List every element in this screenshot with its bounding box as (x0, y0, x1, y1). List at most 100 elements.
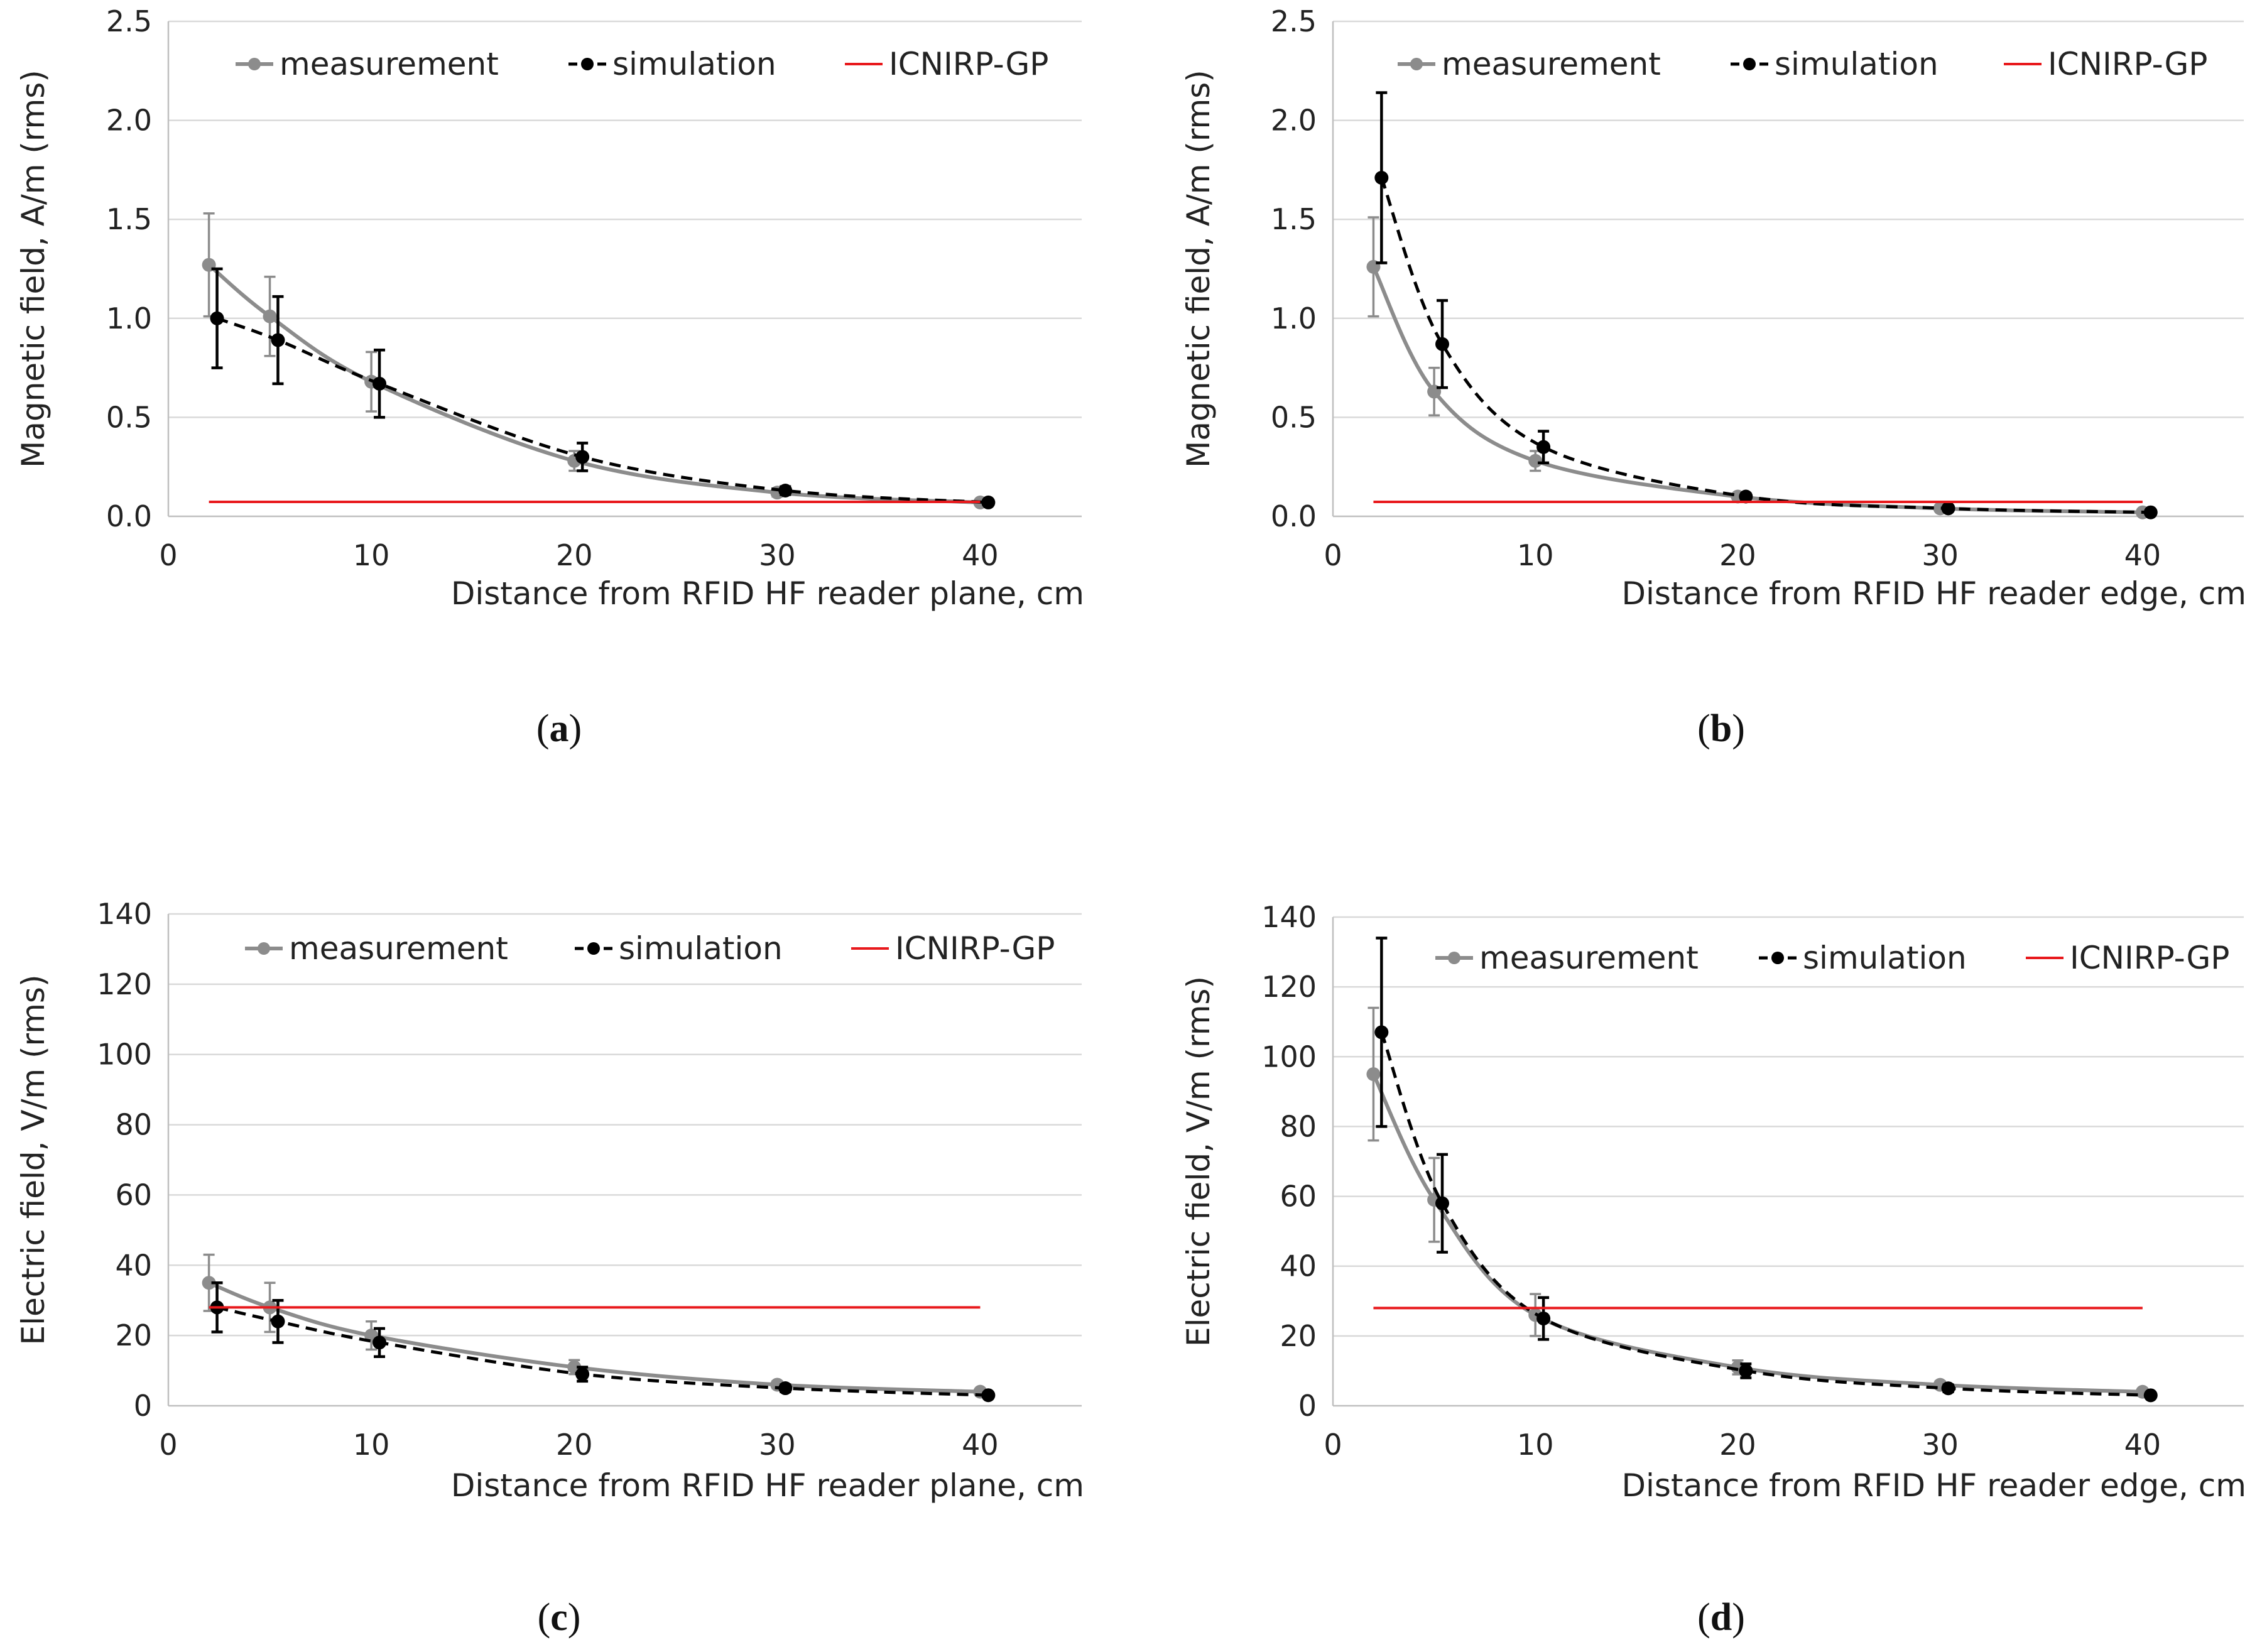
y-tick-label: 0.0 (106, 499, 152, 533)
data-point-simulation (1739, 489, 1753, 504)
y-tick-label: 120 (1261, 970, 1317, 1004)
chart-panel-d: 0 20 40 60 80 100 120 140 0 10 20 30 40 Distance from… (1180, 900, 2246, 1639)
y-axis-title: Electric field, V/m (rms) (1180, 976, 1217, 1347)
x-tick-label: 30 (1922, 538, 1959, 572)
y-tick-label: 20 (115, 1318, 152, 1352)
x-tick-label: 20 (1719, 538, 1756, 572)
panel-label: (c) (538, 1596, 581, 1639)
data-point-simulation (981, 495, 996, 509)
data-point-simulation (2143, 1388, 2158, 1403)
data-point-simulation (1739, 1364, 1753, 1378)
series-simulation (1374, 937, 2158, 1403)
data-point-simulation (372, 376, 387, 391)
legend-label-simulation: simulation (612, 46, 776, 82)
x-tick-label: 40 (2124, 1428, 2161, 1462)
series-line-measurement (1371, 266, 2143, 514)
y-tick-label: 60 (1280, 1180, 1317, 1214)
data-point-simulation (1435, 1196, 1449, 1210)
x-tick-label: 10 (353, 1428, 390, 1462)
x-tick-label: 10 (1517, 538, 1554, 572)
legend-label-simulation: simulation (1775, 46, 1938, 82)
y-tick-label: 2.5 (1271, 4, 1317, 38)
data-point-simulation (1374, 1025, 1389, 1040)
y-tick-label: 2.0 (1271, 104, 1317, 138)
x-tick-label: 20 (556, 1428, 593, 1462)
legend-label-measurement: measurement (1442, 46, 1661, 82)
series-line-measurement (207, 263, 981, 504)
data-point-simulation (981, 1388, 996, 1403)
y-tick-label: 100 (1261, 1040, 1317, 1073)
series-simulation (1374, 91, 2158, 519)
y-tick-label: 0.0 (1271, 499, 1317, 533)
y-tick-label: 0.5 (1271, 400, 1317, 434)
y-tick-label: 120 (97, 967, 152, 1001)
series-measurement (1366, 1006, 2150, 1399)
series-measurement (202, 212, 987, 509)
series-line-simulation (1379, 177, 2151, 514)
legend-label-icnirp: ICNIRP-GP (889, 46, 1048, 82)
data-point-simulation (1941, 1381, 1955, 1396)
y-tick-label: 0 (134, 1389, 152, 1423)
legend-marker-measurement (248, 58, 261, 70)
x-axis-title: Distance from RFID HF reader plane, cm (451, 575, 1084, 612)
data-point-measurement (1366, 1067, 1381, 1082)
y-tick-label: 0.5 (106, 400, 152, 434)
legend-label-measurement: measurement (1479, 940, 1699, 976)
x-tick-label: 0 (1324, 1428, 1342, 1462)
x-axis-title: Distance from RFID HF reader edge, cm (1622, 575, 2246, 612)
data-point-measurement (1528, 454, 1543, 468)
legend-marker-measurement (1448, 952, 1460, 964)
legend-marker-simulation (581, 58, 594, 70)
data-point-simulation (1941, 501, 1955, 516)
data-point-measurement (202, 1276, 216, 1290)
legend-marker-simulation (1771, 952, 1784, 964)
y-tick-label: 140 (97, 897, 152, 931)
y-tick-label: 1.0 (106, 302, 152, 335)
y-axis-title: Magnetic field, A/m (rms) (15, 70, 52, 468)
data-point-simulation (1435, 337, 1449, 351)
y-tick-label: 0 (1298, 1389, 1317, 1423)
y-tick-label: 1.5 (106, 202, 152, 236)
data-point-simulation (778, 484, 793, 498)
legend-label-icnirp: ICNIRP-GP (895, 930, 1055, 967)
legend-label-icnirp: ICNIRP-GP (2070, 940, 2229, 976)
y-tick-label: 100 (97, 1038, 152, 1072)
legend-label-icnirp: ICNIRP-GP (2048, 46, 2207, 82)
series-simulation (210, 267, 996, 509)
series-line-simulation (216, 1305, 989, 1397)
data-point-simulation (271, 1314, 285, 1329)
legend: measurement simulation ICNIRP-GP (236, 46, 1048, 82)
data-point-simulation (271, 333, 285, 347)
data-point-simulation (575, 450, 590, 464)
x-tick-label: 0 (159, 1428, 177, 1462)
x-tick-label: 30 (1922, 1428, 1959, 1462)
y-tick-label: 80 (1280, 1109, 1317, 1143)
data-point-simulation (1536, 440, 1551, 454)
data-point-simulation (778, 1381, 793, 1396)
y-tick-label: 60 (115, 1178, 152, 1212)
series-simulation (210, 1281, 996, 1403)
data-point-simulation (210, 311, 224, 325)
legend-marker-measurement (1410, 58, 1423, 70)
legend: measurement simulation ICNIRP-GP (245, 930, 1055, 967)
x-tick-label: 0 (1324, 538, 1342, 572)
data-point-simulation (1374, 171, 1389, 185)
x-tick-label: 20 (556, 538, 593, 572)
panel-label: (b) (1697, 707, 1745, 750)
y-tick-label: 40 (1280, 1249, 1317, 1283)
data-point-simulation (2143, 505, 2158, 519)
y-tick-label: 2.0 (106, 104, 152, 138)
legend-label-measurement: measurement (289, 930, 508, 967)
x-tick-label: 30 (759, 538, 796, 572)
y-tick-label: 80 (115, 1108, 152, 1142)
y-tick-label: 1.0 (1271, 302, 1317, 335)
series-line-simulation (1379, 1031, 2151, 1397)
y-tick-label: 20 (1280, 1319, 1317, 1353)
series-line-simulation (216, 317, 989, 504)
legend-marker-simulation (1743, 58, 1756, 70)
data-point-simulation (575, 1367, 590, 1381)
legend-marker-measurement (258, 942, 270, 955)
x-tick-label: 30 (759, 1428, 796, 1462)
